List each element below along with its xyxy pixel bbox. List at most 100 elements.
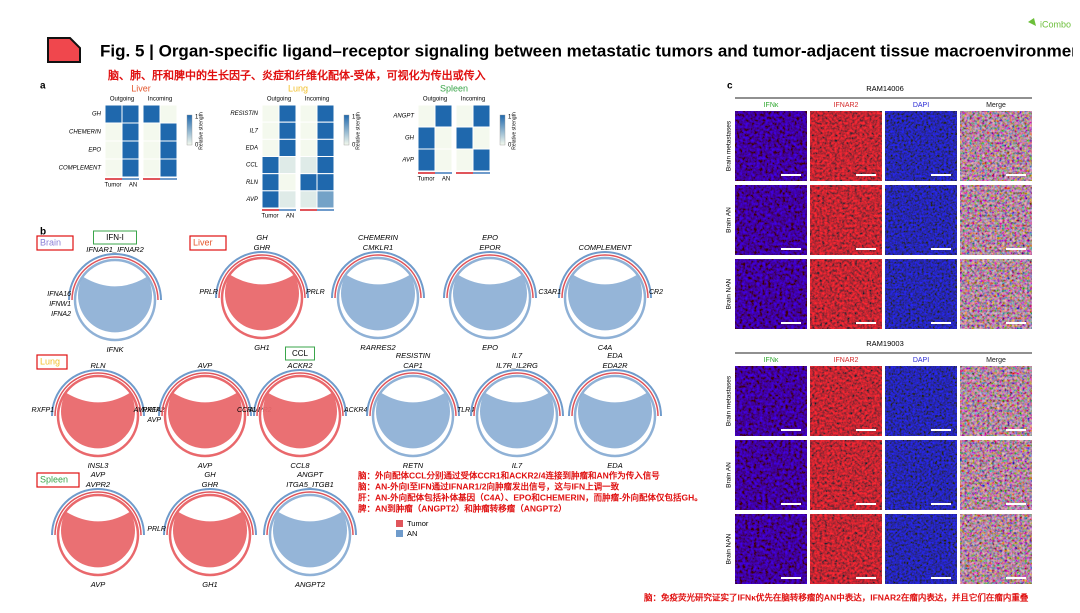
ligand-label: GHR [254,243,271,252]
heatmap-cell [278,156,297,175]
outer-arc-an [366,369,460,417]
group-label: Brain [40,237,61,247]
heatmap-title: Spleen [440,83,468,93]
row-label: RESISTIN [230,111,258,117]
footer-note: 脑：免疫荧光研究证实了IFNκ优先在脑转移瘤的AN中表达，IFNAR2在瘤内表达… [643,592,1029,602]
column-header: Outgoing [110,97,134,103]
heatmap-cell [472,148,491,172]
heatmap-cell [121,158,140,178]
heatmap-cell [299,173,318,192]
receptor-label: IFNA2 [51,311,71,318]
ligand-label: RARRES2 [360,343,396,352]
title: Fig. 5 | Organ-specific ligand–receptor … [100,41,1080,60]
chord-ring [56,374,140,458]
receptor-label: ACKR4 [343,407,367,414]
channel-label: DAPI [913,102,929,109]
receptor-label: IFNA16 [47,291,71,298]
heatmap-cell [261,173,280,192]
an-bar [317,209,334,211]
receptor-label: C3AR1 [538,289,561,296]
ligand-label: IL7 [512,351,523,360]
ligand-label: GHR [202,480,219,489]
subtitle: 脑、肺、肝和脾中的生长因子、炎症和纤维化配体-受体，可视化为传出或传入 [108,68,486,82]
heatmap-cell [261,190,280,209]
outer-arc-an [558,251,652,299]
outer-arc-tumor [161,372,249,417]
micrograph [810,440,882,510]
heatmap-cell [455,104,474,128]
ligand-label: EPO [482,233,498,242]
legend-title: Relative strength [198,112,204,150]
outer-arc-tumor [54,491,142,536]
row-label: ANGPT [392,114,415,120]
receptor-label: PRLR [199,289,218,296]
micrograph [735,259,807,329]
row-label: Brain AN [726,207,733,233]
ligand-label: IL7R_IL2RG [496,361,538,370]
heatmap-cell [417,104,436,128]
ligand-label: GH [204,470,216,479]
chord-flow [376,392,450,449]
ligand-label: CAP1 [403,361,423,370]
chord-flow [568,274,643,331]
tumor-bar [143,178,160,180]
outer-arc-an [331,251,425,299]
heatmap-cell [417,126,436,150]
outer-arc-an [68,253,162,301]
row-label: CHEMERIN [69,130,102,136]
brand-logo [1028,18,1036,26]
ligand-label: AVP [90,580,106,589]
title-clip [1073,30,1080,70]
heatmap-cell [455,148,474,172]
ligand-label: AVP [197,461,213,470]
outer-arc-tumor [266,491,354,536]
chord-ring [563,256,647,340]
ligand-label: C4A [598,343,613,352]
ligand-label: EDA [607,351,622,360]
panel-label: a [40,81,46,92]
outer-arc-tumor [334,254,422,299]
legend-scale [343,114,350,146]
chord-ring [371,374,455,458]
legend-min: 0 [352,143,356,149]
ligand-label: EPOR [479,243,501,252]
an-bar [279,209,296,211]
micrograph [960,259,1032,329]
heatmap-cell [278,173,297,192]
an-bar [473,172,490,174]
receptor-label: PRLR [147,526,166,533]
tumor-bar [418,172,435,174]
group-label: Liver [193,237,213,247]
row-label: GH [92,112,102,118]
sample-label: RAM19003 [866,339,904,348]
ligand-label: ITGA5_ITGB1 [286,480,334,489]
chord-ring [220,256,304,340]
outer-arc-an [51,369,145,417]
x-label: AN [129,183,137,189]
group-label: Lung [40,356,60,366]
heatmap-cell [316,173,335,192]
heatmap-cell [261,156,280,175]
brand: iCombo [1040,19,1071,29]
outer-arc-an [253,369,347,417]
micrograph [885,185,957,255]
legend-max: 1 [508,115,512,121]
tumor-bar [300,209,317,211]
legend-min: 0 [195,143,199,149]
micrograph [735,440,807,510]
row-label: AVP [401,158,414,164]
slide-icon [47,37,81,63]
x-label: Tumor [417,177,434,183]
outer-arc-tumor [473,372,561,417]
legend-label: AN [407,529,417,538]
heatmap-cell [261,104,280,123]
row-label: COMPLEMENT [59,166,103,172]
heatmap-cell [316,190,335,209]
row-label: Brain NAN [726,533,733,564]
outer-arc-tumor [369,372,457,417]
receptor-label: TLR4 [457,407,474,414]
legend-label: Tumor [407,519,429,528]
ligand-label: RESISTIN [396,351,431,360]
micrograph [960,440,1032,510]
receptor-label: RXFP2 [142,407,165,414]
